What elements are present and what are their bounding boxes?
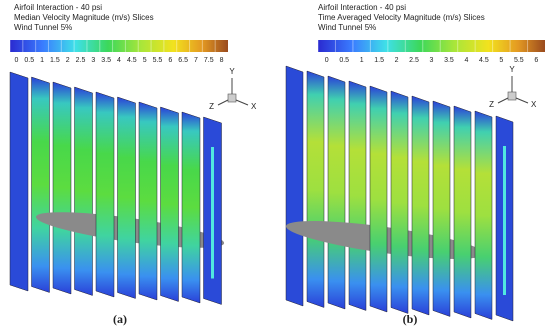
- colorbar-label: 6: [534, 57, 538, 64]
- axis-label: Z: [209, 102, 214, 111]
- colorbar: [10, 40, 228, 52]
- axis-label: Z: [489, 100, 494, 109]
- slice: [74, 86, 93, 296]
- colorbar-label: 2.5: [76, 57, 86, 64]
- axis-label: Y: [509, 65, 515, 74]
- colorbar: [318, 40, 545, 52]
- panel-title: Airfoil Interaction - 40 psi: [14, 3, 102, 12]
- triad-axis: [235, 99, 249, 106]
- colorbar-label: 4.5: [479, 57, 489, 64]
- colorbar-label: 0: [325, 57, 329, 64]
- colorbar-label: 3: [430, 57, 434, 64]
- colorbar-label: 4.5: [127, 57, 137, 64]
- slice: [160, 106, 179, 302]
- colorbar-label: 1: [360, 57, 364, 64]
- colorbar-label: 7: [194, 57, 198, 64]
- panel-title: Median Velocity Magnitude (m/s) Slices: [14, 13, 154, 22]
- slice: [348, 80, 367, 311]
- slice: [474, 110, 493, 320]
- colorbar-label: 8: [220, 57, 224, 64]
- colorbar-label: 0.5: [24, 57, 34, 64]
- panel-title: Wind Tunnel 5%: [318, 23, 376, 32]
- slice: [31, 76, 50, 293]
- colorbar-label: 0: [14, 57, 18, 64]
- colorbar-label: 3: [91, 57, 95, 64]
- colorbar-label: 5.5: [153, 57, 163, 64]
- slice: [369, 85, 388, 313]
- slice: [117, 96, 136, 299]
- triad-axis: [217, 99, 229, 106]
- colorbar-label: 0.5: [339, 57, 349, 64]
- slice: [181, 111, 201, 304]
- triad-cube: [227, 93, 237, 103]
- caption: (a): [113, 312, 127, 326]
- slice: [9, 71, 29, 292]
- axis-label: Y: [229, 67, 235, 76]
- slice: [390, 90, 409, 314]
- colorbar-label: 5.5: [514, 57, 524, 64]
- slice: [327, 75, 346, 310]
- colorbar-label: 1.5: [50, 57, 60, 64]
- slice: [411, 95, 430, 316]
- colorbar-label: 6.5: [178, 57, 188, 64]
- colorbar-label: 3.5: [101, 57, 111, 64]
- colorbar-label: 1: [40, 57, 44, 64]
- colorbar-label: 6: [168, 57, 172, 64]
- panel-title: Airfoil Interaction - 40 psi: [318, 3, 406, 12]
- colorbar-label: 2: [66, 57, 70, 64]
- colorbar-label: 4: [464, 57, 468, 64]
- slice: [52, 81, 72, 295]
- slice: [432, 100, 451, 317]
- slice: [285, 65, 304, 307]
- colorbar-label: 2.5: [409, 57, 419, 64]
- axis-label: X: [531, 100, 537, 109]
- slice: [138, 101, 158, 301]
- colorbar-label: 5: [499, 57, 503, 64]
- slice: [95, 91, 115, 298]
- triad-cube: [507, 91, 517, 101]
- colorbar-label: 3.5: [444, 57, 454, 64]
- caption: (b): [403, 312, 418, 326]
- triad-axis: [515, 97, 529, 104]
- slice: [306, 70, 325, 308]
- panel-title: Time Averaged Velocity Magnitude (m/s) S…: [318, 13, 485, 22]
- colorbar-label: 4: [117, 57, 121, 64]
- colorbar-label: 7.5: [204, 57, 214, 64]
- axis-label: X: [251, 102, 257, 111]
- panel-title: Wind Tunnel 5%: [14, 23, 72, 32]
- colorbar-label: 1.5: [374, 57, 384, 64]
- slice: [453, 105, 472, 319]
- triad-axis: [497, 97, 509, 104]
- colorbar-label: 5: [143, 57, 147, 64]
- colorbar-label: 2: [395, 57, 399, 64]
